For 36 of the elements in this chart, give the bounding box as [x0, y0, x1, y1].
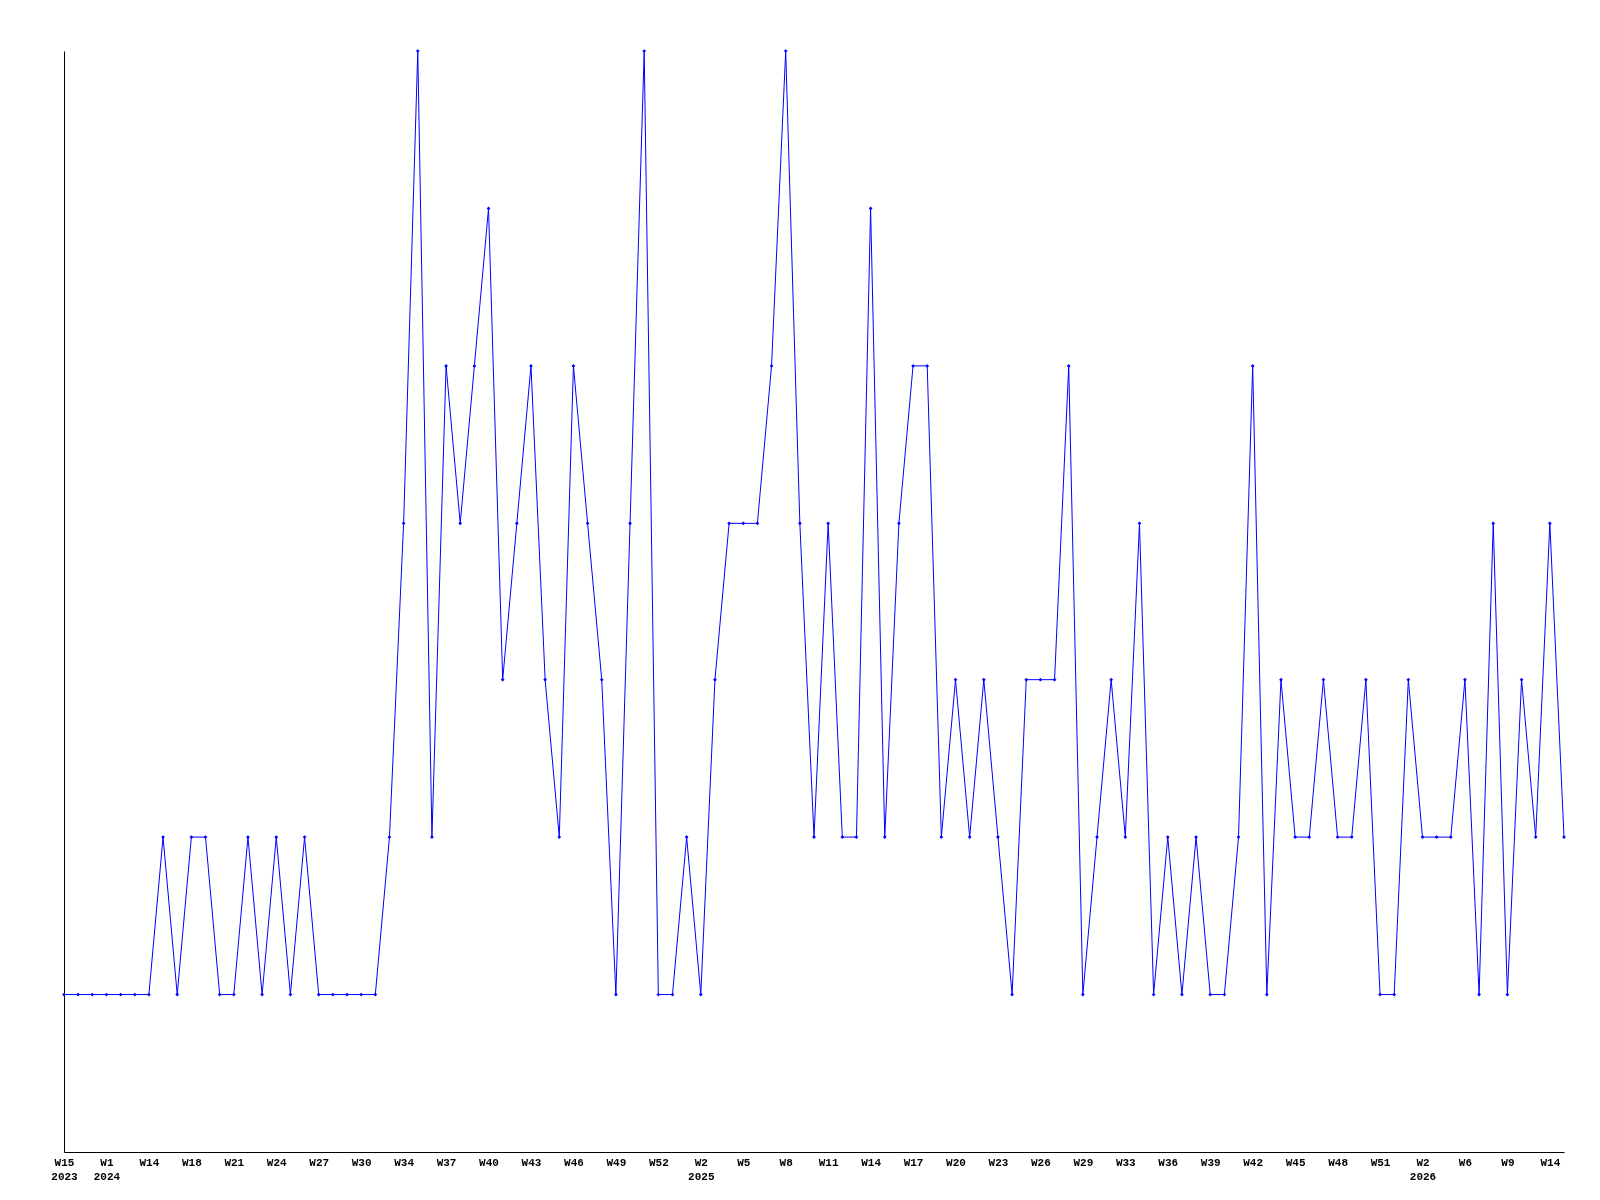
x-tick-label: W42	[1243, 1156, 1264, 1169]
x-tick-label: W8	[779, 1156, 794, 1169]
x-tick-label: W17	[903, 1156, 924, 1169]
x-tick-label: W14	[861, 1156, 882, 1169]
x-tick-label: W29	[1073, 1156, 1094, 1169]
x-tick-label: W15 2023	[51, 1156, 79, 1183]
x-tick-label: W52	[648, 1156, 669, 1169]
x-tick-label: W43	[521, 1156, 542, 1169]
x-tick-label: W39	[1200, 1156, 1221, 1169]
x-tick-label: W45	[1285, 1156, 1306, 1169]
x-tick-label: W6	[1458, 1156, 1473, 1169]
x-tick-label: W34	[394, 1156, 415, 1169]
x-tick-label: W27	[309, 1156, 330, 1169]
x-tick-label: W2 2026	[1409, 1156, 1437, 1183]
x-tick-label: W51	[1370, 1156, 1391, 1169]
x-tick-label: W5	[737, 1156, 751, 1169]
x-tick-label: W37	[436, 1156, 457, 1169]
x-tick-label: W40	[479, 1156, 499, 1169]
x-tick-label: W24	[266, 1156, 288, 1169]
x-tick-label: W48	[1328, 1156, 1349, 1169]
x-tick-label: W18	[181, 1156, 203, 1169]
x-tick-label: W20	[946, 1156, 966, 1169]
x-tick-label: W11	[818, 1156, 839, 1169]
x-tick-label: W2 2025	[688, 1156, 715, 1183]
x-tick-label: W46	[564, 1156, 584, 1169]
x-tick-label: W1 2024	[93, 1156, 121, 1183]
x-tick-label: W33	[1115, 1156, 1137, 1169]
x-tick-label: W14	[139, 1156, 160, 1169]
x-tick-label: W21	[224, 1156, 245, 1169]
x-tick-label: W9	[1501, 1156, 1515, 1169]
x-tick-label: W26	[1031, 1156, 1051, 1169]
x-tick-label: W36	[1158, 1156, 1179, 1169]
x-tick-label: W23	[988, 1156, 1009, 1169]
x-tick-label: W30	[351, 1156, 372, 1169]
x-tick-label: W14	[1540, 1156, 1561, 1169]
x-tick-label: W49	[606, 1156, 627, 1169]
